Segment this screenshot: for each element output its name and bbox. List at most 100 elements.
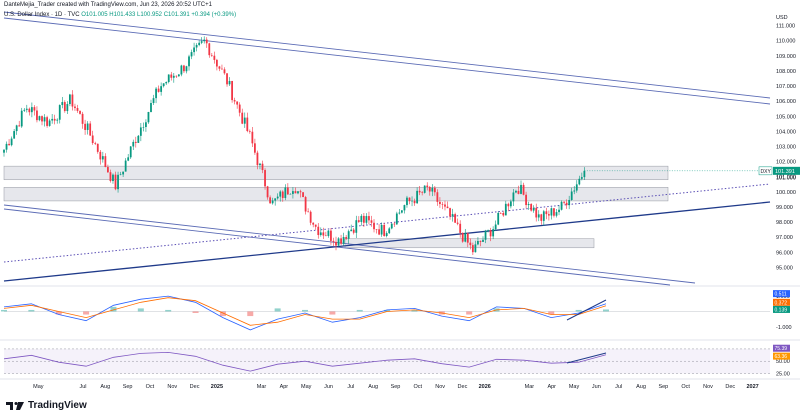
candle-body <box>286 187 289 195</box>
candle-body <box>15 125 18 132</box>
price-tick-label: 97.000 <box>776 235 793 241</box>
candle-body <box>86 123 89 130</box>
candle-body <box>46 117 48 126</box>
candle-body <box>25 108 28 110</box>
time-tick-label: Jun <box>324 384 333 390</box>
candle-body <box>134 141 137 143</box>
candle-body <box>20 110 23 127</box>
candle-body <box>312 222 315 225</box>
candle-body <box>479 241 482 242</box>
candle-body <box>423 185 426 193</box>
candle-body <box>122 171 125 175</box>
candle-body <box>347 231 350 239</box>
candle-body <box>362 215 365 223</box>
candle-body <box>251 131 254 144</box>
candle-body <box>30 107 33 113</box>
rsi-value-box <box>773 352 790 360</box>
candle-body <box>441 204 444 205</box>
candle-body <box>190 52 193 57</box>
candle-body <box>236 101 239 105</box>
support-resistance-zones <box>3 165 669 249</box>
macd-value-label: 0.139 <box>775 307 788 313</box>
candle-body <box>8 143 10 146</box>
candle-body <box>99 151 102 160</box>
candle-body <box>451 214 454 217</box>
time-tick-label: 2025 <box>211 384 223 390</box>
candle-body <box>13 131 16 139</box>
candle-body <box>114 174 117 190</box>
candle-body <box>400 210 403 213</box>
open-value: O101.005 <box>81 12 108 18</box>
candle-body <box>284 187 287 199</box>
candle-body <box>302 192 304 198</box>
candle-body <box>233 100 236 102</box>
candle-body <box>177 74 180 77</box>
candle-body <box>91 135 94 144</box>
candle-body <box>378 229 380 235</box>
price-tick-label: 99.000 <box>776 205 793 211</box>
time-tick-label: Apr <box>280 384 289 390</box>
candle-body <box>165 82 168 84</box>
candle-body <box>416 190 419 204</box>
candle-body <box>580 177 583 179</box>
macd-histogram-bar <box>575 309 582 312</box>
candle-body <box>294 191 297 194</box>
candle-body <box>183 65 185 72</box>
candle-body <box>132 141 135 147</box>
candle-body <box>489 230 492 237</box>
macd-tick-label: -1.000 <box>776 325 792 331</box>
macd-histogram-bar <box>110 306 117 312</box>
channel-upper-line-2 <box>3 17 771 105</box>
candle-body <box>345 237 348 239</box>
candle-body <box>23 109 26 111</box>
candle-body <box>393 223 396 225</box>
time-tick-label: Sep <box>658 384 668 390</box>
candle-body <box>433 187 436 193</box>
candle-body <box>342 237 345 244</box>
candle-body <box>428 187 431 192</box>
time-tick-label: Nov <box>167 384 177 390</box>
candle-body <box>530 204 533 211</box>
price-tick-label: 96.000 <box>776 250 793 256</box>
candle-body <box>335 241 337 246</box>
price-tick-label: 105.000 <box>776 114 796 120</box>
last-price-text: 101.391 <box>775 169 795 175</box>
tradingview-brand[interactable]: TradingView <box>6 400 87 411</box>
candle-body <box>304 197 307 212</box>
candle-body <box>259 163 261 166</box>
tradingview-logo-icon <box>6 401 24 410</box>
time-tick-label: Jul <box>79 384 86 390</box>
macd-line <box>3 295 607 331</box>
candle-body <box>127 157 130 161</box>
candle-body <box>218 66 221 69</box>
candle-body <box>456 222 459 224</box>
current-value-label: 101.000 <box>776 175 796 181</box>
candle-body <box>228 80 231 85</box>
candle-body <box>413 200 416 204</box>
candle-body <box>560 201 563 210</box>
candle-body <box>117 174 119 190</box>
candle-body <box>107 167 109 173</box>
candle-body <box>266 186 269 198</box>
candle-body <box>104 156 107 168</box>
candle-body <box>360 215 363 222</box>
candle-body <box>355 220 358 233</box>
candle-body <box>446 206 449 209</box>
candle-body <box>517 190 520 194</box>
candle-body <box>309 211 312 223</box>
candle-body <box>292 191 294 194</box>
time-tick-label: Apr <box>547 384 556 390</box>
high-value: H101.433 <box>109 12 136 18</box>
candle-body <box>41 116 43 122</box>
candle-body <box>406 197 408 206</box>
candle-body <box>203 39 206 42</box>
candle-body <box>269 197 272 204</box>
candle-body <box>375 229 378 230</box>
candle-body <box>167 74 170 83</box>
time-tick-label: Sep <box>123 384 133 390</box>
price-tick-label: 100.000 <box>776 190 796 196</box>
candle-body <box>515 190 517 193</box>
candle-body <box>63 102 66 112</box>
time-tick-label: Aug <box>368 384 378 390</box>
